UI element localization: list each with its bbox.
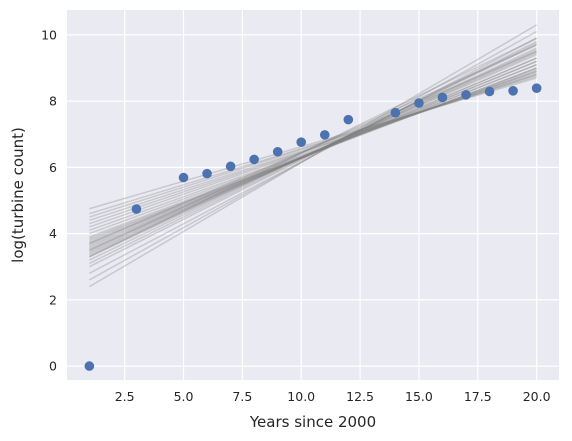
fit-line — [89, 37, 537, 258]
y-axis-ticks: 0 2 4 6 8 10 — [41, 27, 57, 373]
fit-line — [89, 60, 537, 245]
fit-line — [89, 44, 537, 261]
y-tick-label: 6 — [49, 160, 57, 175]
data-point — [390, 107, 401, 118]
fit-line — [89, 50, 537, 255]
fit-line — [89, 52, 537, 253]
fit-line — [89, 60, 537, 246]
x-axis-ticks: 2.5 5.0 7.5 10.0 12.5 15.0 17.5 20.0 — [115, 389, 551, 404]
data-point — [225, 161, 236, 172]
data-point — [84, 361, 95, 371]
fit-line — [89, 57, 537, 250]
fit-line — [89, 47, 537, 258]
fit-line — [89, 50, 537, 245]
fit-line — [89, 40, 537, 268]
fit-line — [89, 49, 537, 256]
fit-line — [88, 30, 538, 281]
data-point — [178, 172, 189, 183]
data-point — [437, 92, 448, 103]
plot-area — [67, 10, 559, 380]
x-tick-label: 12.5 — [346, 389, 374, 404]
fit-line — [89, 70, 537, 231]
y-tick-label: 2 — [49, 292, 57, 307]
data-point — [414, 98, 424, 108]
fit-line — [89, 37, 537, 275]
fit-line — [88, 24, 538, 288]
data-points — [84, 83, 542, 371]
y-tick-label: 8 — [49, 94, 57, 109]
data-point — [461, 89, 471, 100]
grid — [67, 10, 559, 380]
fit-line — [89, 73, 537, 218]
x-axis-label: Years since 2000 — [249, 413, 376, 431]
data-point — [272, 146, 283, 157]
data-point — [484, 86, 495, 97]
y-tick-label: 0 — [49, 359, 57, 374]
data-point — [508, 86, 518, 96]
fit-line — [89, 73, 537, 222]
y-tick-label: 4 — [49, 226, 57, 241]
fit-line — [89, 57, 537, 248]
x-tick-label: 15.0 — [405, 389, 433, 404]
x-tick-label: 10.0 — [287, 389, 315, 404]
data-point — [131, 204, 142, 214]
x-tick-label: 7.5 — [232, 389, 252, 404]
fit-line — [89, 75, 537, 215]
fit-line — [89, 54, 537, 251]
data-point — [202, 168, 212, 179]
fit-line — [89, 72, 537, 225]
data-point — [343, 114, 354, 125]
data-point — [319, 130, 330, 140]
fit-line — [89, 42, 537, 265]
y-tick-label: 10 — [41, 27, 57, 42]
x-tick-label: 2.5 — [115, 389, 135, 404]
x-tick-label: 20.0 — [523, 389, 551, 404]
y-axis-label: log(turbine count) — [9, 127, 27, 263]
data-point — [249, 154, 259, 165]
x-tick-label: 5.0 — [174, 389, 194, 404]
data-point — [531, 83, 542, 93]
fit-line — [89, 77, 537, 210]
x-tick-label: 17.5 — [464, 389, 492, 404]
data-point — [296, 137, 307, 147]
fit-line — [89, 44, 537, 251]
